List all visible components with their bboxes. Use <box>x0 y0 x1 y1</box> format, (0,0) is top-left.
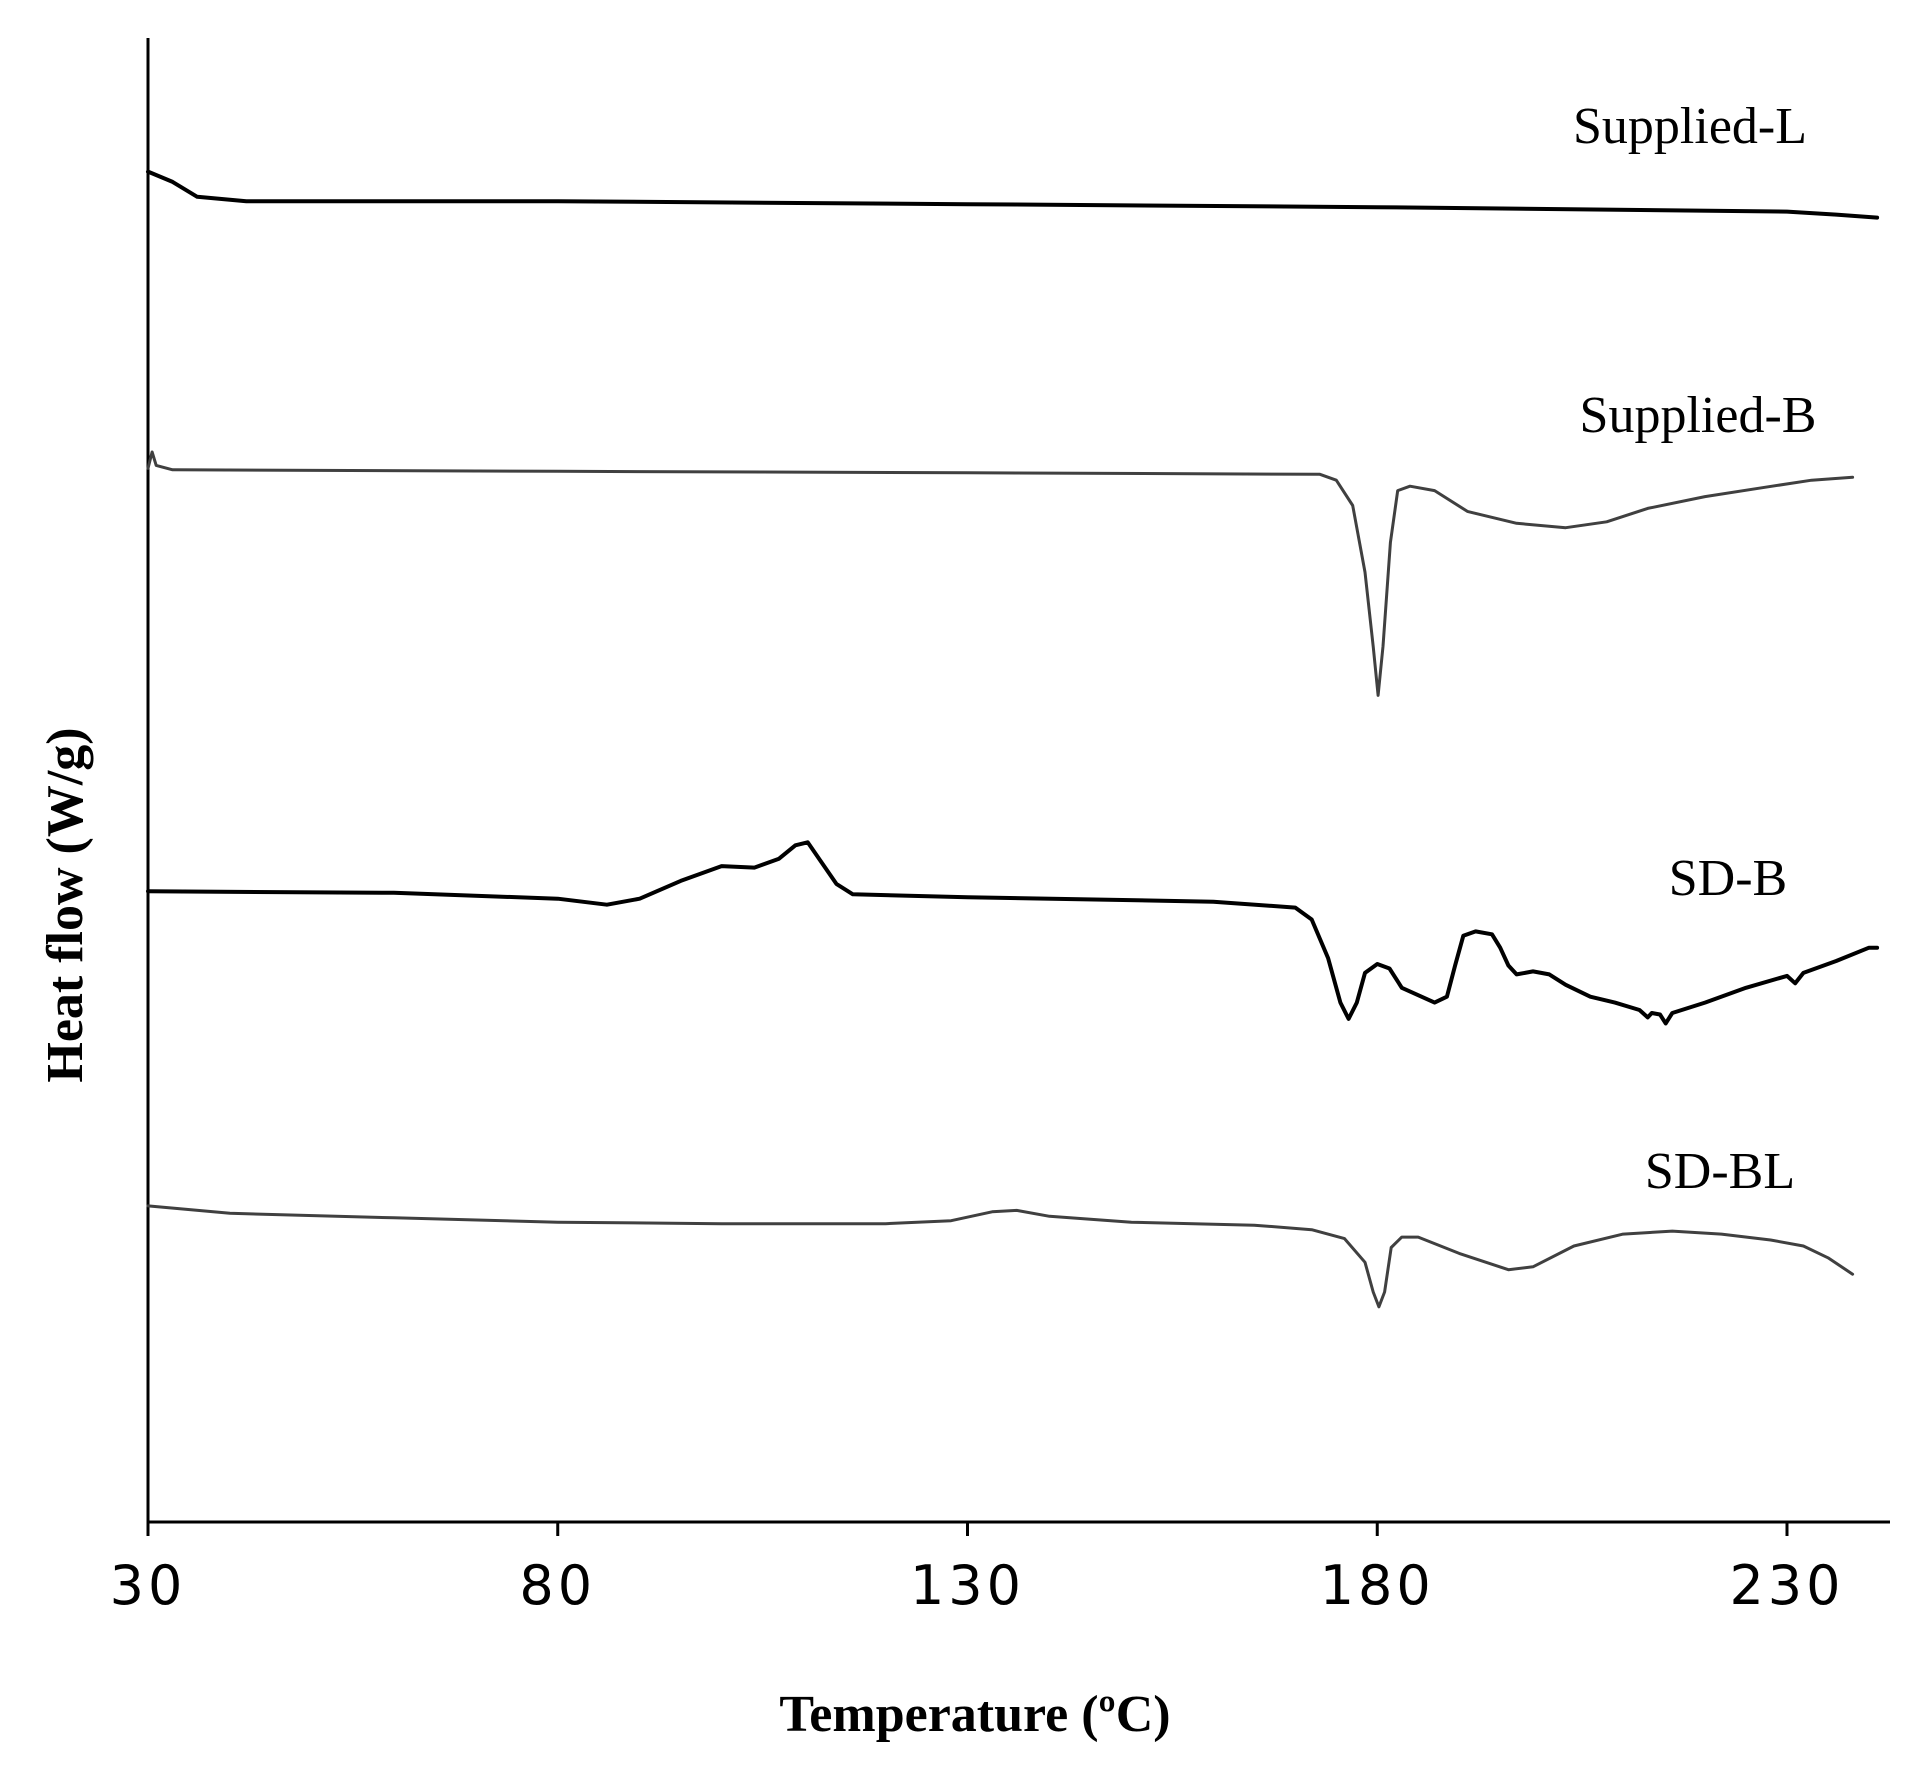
x-tick-label-1: 80 <box>519 1554 596 1617</box>
series-labels: Supplied-L Supplied-B SD-B SD-BL <box>1573 98 1816 1200</box>
x-tick-label-4: 230 <box>1729 1554 1844 1617</box>
x-ticks: 30 80 130 180 230 <box>110 1522 1844 1617</box>
curve-supplied-l <box>146 169 1880 220</box>
series-label-sd-b: SD-B <box>1669 850 1787 907</box>
series-label-supplied-l: Supplied-L <box>1573 98 1807 155</box>
axes <box>146 38 1890 1524</box>
curves <box>146 169 1880 1309</box>
curve-supplied-b <box>146 450 1855 697</box>
x-axis-title: Temperature (ºC) <box>779 1686 1170 1743</box>
curve-sd-bl <box>146 1204 1855 1309</box>
x-tick-label-2: 130 <box>910 1554 1025 1617</box>
x-tick-label-3: 180 <box>1320 1554 1435 1617</box>
x-tick-label-0: 30 <box>110 1554 187 1617</box>
series-label-supplied-b: Supplied-B <box>1580 387 1817 444</box>
series-label-sd-bl: SD-BL <box>1645 1143 1795 1200</box>
y-axis-title: Heat flow (W/g) <box>37 727 94 1082</box>
curve-sd-b <box>146 840 1880 1026</box>
